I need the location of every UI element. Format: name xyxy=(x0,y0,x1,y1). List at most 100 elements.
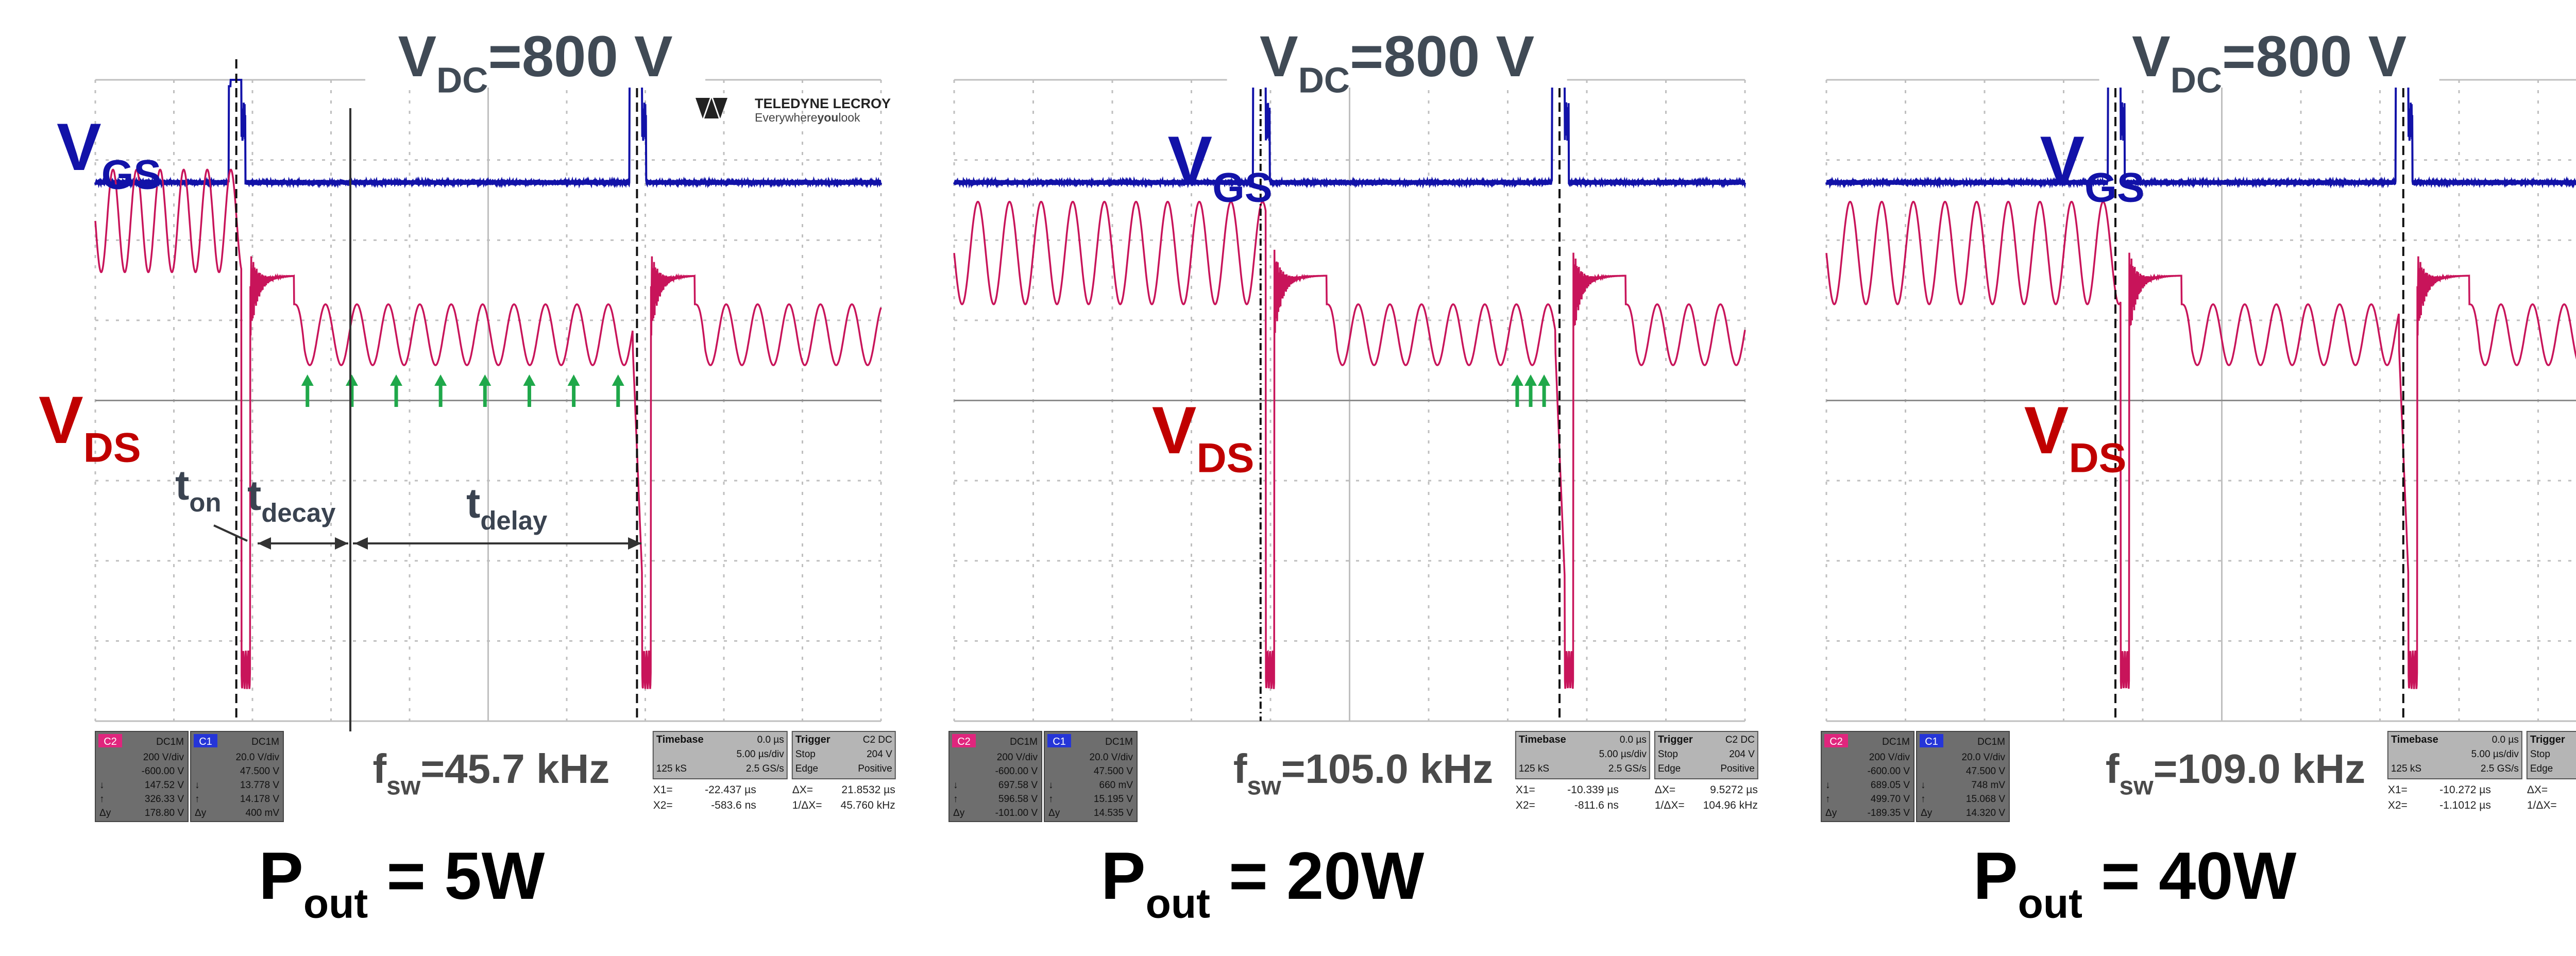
vgs-label-base: V xyxy=(2040,122,2084,197)
cursor-readout: 1/ΔX= xyxy=(2527,799,2557,811)
cursor-readout: X1= xyxy=(653,784,673,796)
brand-tagline-c: look xyxy=(838,111,860,124)
trigger-slope: Positive xyxy=(858,763,892,774)
vdc-label-sub: DC xyxy=(436,60,488,100)
channel-row: 596.58 V xyxy=(998,794,1038,805)
channel-row: 14.535 V xyxy=(1094,808,1133,818)
trigger-level: 204 V xyxy=(1729,749,1755,760)
channel-row-label: Δy xyxy=(1048,808,1060,818)
channel-row-label: ↑ xyxy=(1825,794,1831,805)
channel-badge-text: C2 xyxy=(957,736,971,747)
scope-panel-2: VDC=800 VVGSVDSfsw=105.0 kHzPout = 20WC2… xyxy=(949,21,1758,927)
channel-row-label: ↓ xyxy=(1825,780,1831,791)
pout-label-base: P xyxy=(1101,838,1146,913)
cursor-readout: X1= xyxy=(1516,784,1535,796)
trigger-level: 204 V xyxy=(867,749,892,760)
channel-row-label: ↑ xyxy=(1048,794,1054,805)
channel-row-label: Δy xyxy=(1825,808,1837,818)
pout-label-sub: out xyxy=(1146,880,1210,927)
channel-row-label: ↑ xyxy=(195,794,200,805)
fsw-label-base: f xyxy=(373,746,387,792)
channel-row: -600.00 V xyxy=(1868,766,1910,777)
timing-annotations: ton tdecay tdelay xyxy=(175,108,641,731)
timebase-samples: 125 kS xyxy=(1519,763,1549,774)
grid xyxy=(954,80,1745,721)
vdc-label-rest: =800 V xyxy=(2222,24,2406,89)
cursor-readout: -811.6 ns xyxy=(1574,799,1619,811)
channel-row: 14.178 V xyxy=(240,794,279,805)
scope-panel-1: VDC=800 VVGSVDSfsw=45.7 kHzPout = 5WC2 DC… xyxy=(39,21,895,927)
channel-row-label: Δy xyxy=(195,808,207,818)
channel-row-label: Δy xyxy=(99,808,111,818)
ton-label-base: t xyxy=(175,462,189,509)
vgs-label: VGS xyxy=(1167,122,1272,211)
vgs-label: VGS xyxy=(57,109,161,198)
fsw-label-rest: =109.0 kHz xyxy=(2154,746,2365,792)
fsw-label-base: f xyxy=(2106,746,2120,792)
channel-row: 660 mV xyxy=(1099,780,1133,791)
channel-row-label: ↑ xyxy=(99,794,105,805)
valley-arrow-head xyxy=(1538,374,1550,386)
scope-panel-3: VDC=800 VVGSVDSfsw=109.0 kHzPout = 40WC2… xyxy=(1821,21,2576,927)
tdelay-label-base: t xyxy=(466,480,480,527)
fsw-label-sub: sw xyxy=(386,771,421,800)
cursor-readout: -10.272 µs xyxy=(2439,784,2491,796)
trigger-type: Edge xyxy=(795,763,818,774)
vds-label: VDS xyxy=(1152,392,1255,481)
channel-badge-text: C2 xyxy=(104,736,117,747)
brand-tagline-a: Everywhere xyxy=(755,111,817,124)
trigger-title: Trigger xyxy=(795,734,831,745)
vdc-label-sub: DC xyxy=(1298,60,1350,100)
fsw-label-rest: =45.7 kHz xyxy=(420,746,609,792)
timebase-samples: 125 kS xyxy=(2391,763,2421,774)
channel-row: 20.0 V/div xyxy=(1962,752,2006,763)
channel-row: 178.80 V xyxy=(145,808,184,818)
pout-label-rest: = 40W xyxy=(2082,838,2297,913)
channel-row: 47.500 V xyxy=(1094,766,1133,777)
timebase-srate: 2.5 GS/s xyxy=(746,763,784,774)
vdc-label-base: V xyxy=(1260,24,1298,89)
cursor-readout: X2= xyxy=(1516,799,1535,811)
cursor-readout: 21.8532 µs xyxy=(841,784,895,796)
grid xyxy=(95,80,881,721)
pout-label: Pout = 5W xyxy=(259,838,545,927)
cursor-readout: -583.6 ns xyxy=(711,799,756,811)
pout-label-rest: = 20W xyxy=(1210,838,1425,913)
timebase-t0: 0.0 µs xyxy=(2492,735,2519,745)
valley-arrow-head xyxy=(479,374,491,386)
trigger-title: Trigger xyxy=(1658,734,1693,745)
channel-row: 15.068 V xyxy=(1966,794,2005,805)
cursor-readout: -22.437 µs xyxy=(705,784,756,796)
timebase-rate: 5.00 µs/div xyxy=(2471,749,2519,760)
trigger-type: Edge xyxy=(1658,763,1681,774)
cursor-readout: 1/ΔX= xyxy=(792,799,822,811)
vds-label-base: V xyxy=(39,382,83,457)
vds-label-sub: DS xyxy=(83,424,141,471)
brand-tagline: Everywhereyoulook xyxy=(755,111,860,124)
channel-row: -189.35 V xyxy=(1868,808,1910,818)
channel-row: 400 mV xyxy=(246,808,280,818)
valley-arrow-head xyxy=(346,374,358,386)
channel-row: 200 V/div xyxy=(997,752,1038,763)
cursor-readout: ΔX= xyxy=(1655,784,1675,796)
channel-row-label: Δy xyxy=(1921,808,1933,818)
channel-coupling: DC1M xyxy=(1977,737,2005,747)
valley-arrow-head xyxy=(612,374,624,386)
timebase-title: Timebase xyxy=(1519,734,1566,745)
tdelay-label: tdelay xyxy=(466,480,547,535)
fsw-label-base: f xyxy=(1233,746,1247,792)
vdc-label-base: V xyxy=(2132,24,2171,89)
pout-label-sub: out xyxy=(2018,880,2082,927)
trigger-src: C2 DC xyxy=(1725,735,1755,745)
vds-label: VDS xyxy=(39,382,141,471)
vgs-label: VGS xyxy=(2040,122,2144,211)
pout-label: Pout = 40W xyxy=(1973,838,2297,927)
vds-label-sub: DS xyxy=(2069,435,2126,481)
channel-coupling: DC1M xyxy=(1010,737,1038,747)
ton-label: ton xyxy=(175,462,221,517)
timebase-srate: 2.5 GS/s xyxy=(2481,763,2519,774)
pout-label: Pout = 20W xyxy=(1101,838,1425,927)
vdc-label-base: V xyxy=(398,24,436,89)
valley-arrow-head xyxy=(390,374,402,386)
